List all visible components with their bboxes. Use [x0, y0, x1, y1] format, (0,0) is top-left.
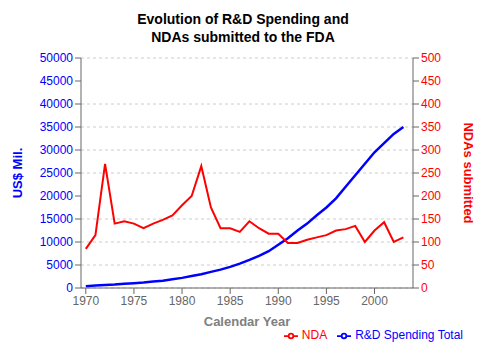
svg-text:150: 150: [421, 212, 441, 226]
svg-text:1985: 1985: [217, 294, 244, 308]
svg-text:25000: 25000: [40, 166, 74, 180]
svg-text:1980: 1980: [169, 294, 196, 308]
svg-text:450: 450: [421, 74, 441, 88]
html-text:R&D Spending Total: R&D Spending Total: [355, 328, 463, 342]
svg-text:2000: 2000: [361, 294, 388, 308]
svg-text:50: 50: [421, 258, 435, 272]
html-text:Evolution of R&D Spending and: Evolution of R&D Spending and NDAs submi…: [137, 11, 349, 45]
svg-text:0: 0: [421, 281, 428, 295]
svg-text:300: 300: [421, 143, 441, 157]
svg-text:1995: 1995: [313, 294, 340, 308]
svg-text:NDAs submitted: NDAs submitted: [461, 122, 476, 223]
svg-text:1975: 1975: [121, 294, 148, 308]
svg-text:250: 250: [421, 166, 441, 180]
svg-text:30000: 30000: [40, 143, 74, 157]
svg-text:Calendar Year: Calendar Year: [204, 314, 290, 329]
svg-text:200: 200: [421, 189, 441, 203]
svg-text:35000: 35000: [40, 120, 74, 134]
svg-text:20000: 20000: [40, 189, 74, 203]
svg-text:15000: 15000: [40, 212, 74, 226]
svg-text:40000: 40000: [40, 97, 74, 111]
svg-text:400: 400: [421, 97, 441, 111]
svg-text:100: 100: [421, 235, 441, 249]
svg-text:US$ Mil.: US$ Mil.: [10, 148, 25, 199]
svg-text:10000: 10000: [40, 235, 74, 249]
svg-text:50000: 50000: [40, 51, 74, 65]
svg-text:0: 0: [66, 281, 73, 295]
svg-text:1990: 1990: [265, 294, 292, 308]
svg-text:500: 500: [421, 51, 441, 65]
svg-text:350: 350: [421, 120, 441, 134]
svg-text:1970: 1970: [72, 294, 99, 308]
html-text:NDA: NDA: [301, 328, 328, 342]
svg-text:45000: 45000: [40, 74, 74, 88]
svg-text:5000: 5000: [46, 258, 73, 272]
